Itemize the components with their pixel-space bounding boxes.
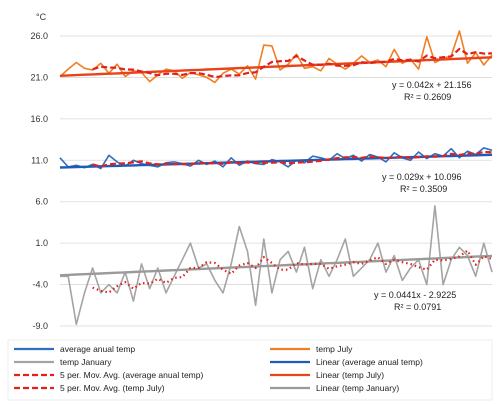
trendline-r-squared: R² = 0.0791 <box>394 302 441 312</box>
y-tick-label: -4.0 <box>32 280 48 290</box>
y-tick-label: 26.0 <box>30 31 48 41</box>
legend-label: Linear (temp January) <box>316 383 399 393</box>
y-axis-ticks: 26.0 21.0 16.0 11.0 6.0 1.0 -4.0 -9.0 <box>30 31 48 331</box>
series-line-temp-january <box>60 205 493 326</box>
trendline-equation: y = 0.029x + 10.096 <box>382 172 462 182</box>
y-tick-label: 1.0 <box>35 238 48 248</box>
trendline-equation: y = 0.042x + 21.156 <box>392 80 472 90</box>
trendline-equations: y = 0.042x + 21.156 R² = 0.2609 y = 0.029x… <box>374 80 472 312</box>
y-tick-label: -9.0 <box>32 321 48 331</box>
legend-label: 5 per. Mov. Avg. (temp July) <box>60 383 165 393</box>
plot-area <box>59 30 493 326</box>
legend-label: temp July <box>316 344 353 354</box>
y-tick-label: 6.0 <box>35 197 48 207</box>
y-tick-label: 11.0 <box>31 155 48 165</box>
moving-average-temp-july <box>92 47 493 79</box>
legend-label: average anual temp <box>60 344 135 354</box>
legend-label: Linear (temp July) <box>316 370 384 380</box>
moving-average-average-annual-temp <box>92 150 493 168</box>
grid <box>60 35 492 327</box>
trendline-temp-january <box>59 254 493 277</box>
legend-box <box>7 339 493 401</box>
trendline-equation: y = 0.0441x - 2.9225 <box>374 290 456 300</box>
legend-label: Linear (average anual temp) <box>316 357 423 367</box>
y-axis-unit-label: °C <box>36 12 47 22</box>
legend-label: 5 per. Mov. Avg. (average anual temp) <box>60 370 203 380</box>
legend-label: temp January <box>60 357 112 367</box>
y-tick-label: 21.0 <box>30 72 48 82</box>
y-tick-label: 16.0 <box>30 114 48 124</box>
legend: average anual temp temp July temp January L… <box>7 339 493 401</box>
trendline-r-squared: R² = 0.2609 <box>404 92 451 102</box>
trendline-r-squared: R² = 0.3509 <box>400 184 447 194</box>
